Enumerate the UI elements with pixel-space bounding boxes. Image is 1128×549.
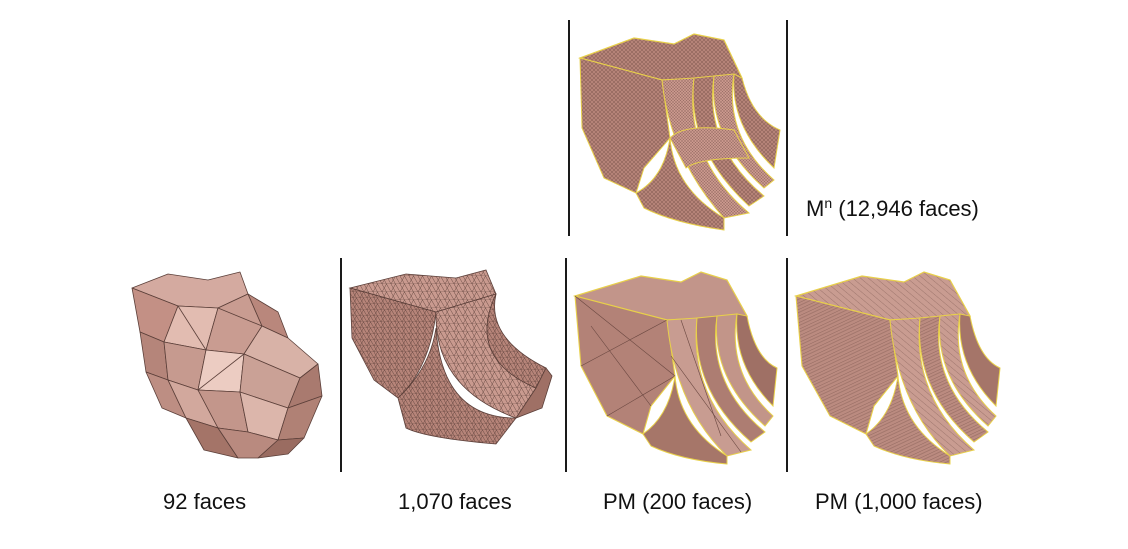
caption-full-resolution: Mn (12,946 faces): [806, 198, 979, 220]
mesh-1070-faces: [346, 268, 556, 464]
mesh-full-resolution: [574, 18, 784, 236]
caption-1070-faces: 1,070 faces: [398, 491, 512, 513]
divider-bottom-1: [340, 258, 342, 472]
mesh-pm-1000-faces: [792, 266, 1006, 466]
divider-top-right: [786, 20, 788, 236]
divider-bottom-3: [786, 258, 788, 472]
caption-pm-1000-faces: PM (1,000 faces): [815, 491, 983, 513]
caption-92-faces: 92 faces: [163, 491, 246, 513]
mesh-pm-200-faces: [571, 266, 781, 466]
divider-top-left: [568, 20, 570, 236]
caption-pm-200-faces: PM (200 faces): [603, 491, 752, 513]
divider-bottom-2: [565, 258, 567, 472]
mesh-92-faces: [128, 268, 328, 464]
